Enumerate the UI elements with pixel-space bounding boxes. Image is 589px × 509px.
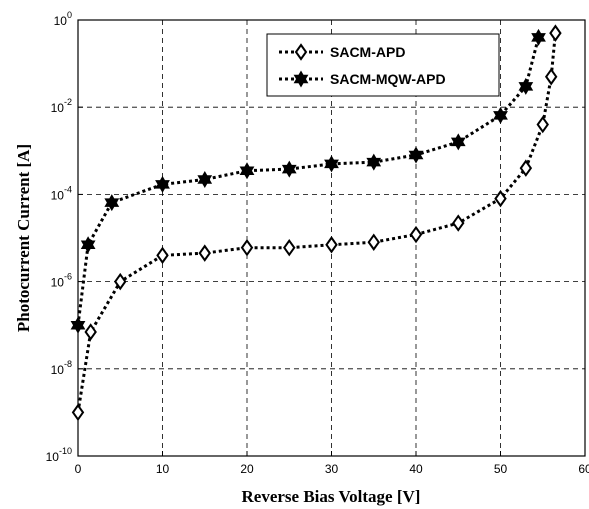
x-tick-label: 50: [494, 462, 508, 476]
data-point-star: [155, 175, 170, 193]
y-tick-label: 10-4: [51, 184, 72, 202]
data-point-star: [493, 106, 508, 124]
data-point-star: [80, 236, 96, 254]
x-tick-label: 60: [578, 462, 589, 476]
x-axis-title: Reverse Bias Voltage [V]: [242, 487, 421, 506]
data-point-diamond: [494, 189, 507, 208]
data-point-star: [408, 146, 424, 164]
legend-box: [266, 33, 500, 97]
data-point-star: [531, 28, 546, 46]
series-sacm-mqw-apd: [70, 28, 546, 334]
data-point-star: [324, 155, 339, 173]
data-point-diamond: [519, 159, 533, 177]
data-point-diamond: [325, 236, 338, 254]
series-layer: [70, 24, 562, 422]
data-point-diamond: [240, 238, 254, 257]
series-line: [76, 32, 557, 413]
data-point-diamond: [156, 246, 169, 265]
data-point-diamond: [198, 244, 211, 262]
y-tick-label: 10-10: [46, 446, 72, 464]
data-point-diamond: [536, 115, 549, 134]
data-point-star: [293, 70, 309, 88]
data-point-star: [70, 316, 86, 334]
y-tick-label: 10-2: [51, 97, 72, 115]
y-tick-label: 100: [54, 10, 72, 28]
data-point-diamond: [114, 272, 127, 291]
series-line: [76, 37, 540, 326]
data-point-diamond: [544, 68, 558, 86]
series-sacm-apd: [71, 24, 562, 422]
data-point-diamond: [367, 233, 380, 251]
data-point-star: [518, 77, 534, 95]
x-tick-label: 30: [325, 462, 339, 476]
data-point-diamond: [452, 214, 465, 232]
y-axis-title: Photocurrent Current [A]: [14, 144, 33, 332]
grid: [78, 20, 585, 456]
y-tick-label: 10-8: [51, 359, 72, 377]
data-point-diamond: [84, 323, 97, 341]
x-tick-label: 10: [156, 462, 170, 476]
data-point-diamond: [71, 403, 85, 422]
x-axis-ticks: 0 10 20 30 40 50 60: [75, 451, 589, 476]
data-point-star: [104, 194, 120, 212]
data-point-star: [450, 133, 466, 151]
x-tick-label: 40: [409, 462, 423, 476]
data-point-star: [197, 170, 213, 189]
y-axis-ticks: 100 10-2 10-4 10-6 10-8 10-10: [46, 10, 83, 464]
data-point-diamond: [294, 43, 308, 61]
legend-label: SACM-MQW-APD: [330, 71, 446, 87]
data-point-diamond: [409, 225, 423, 244]
data-point-star: [239, 162, 255, 180]
data-point-diamond: [283, 238, 296, 257]
x-tick-label: 0: [75, 462, 82, 476]
legend-label: SACM-APD: [330, 44, 405, 60]
x-tick-label: 20: [240, 462, 254, 476]
data-point-star: [366, 153, 382, 171]
legend: SACM-APD SACM-MQW-APD: [266, 33, 500, 97]
y-tick-label: 10-6: [51, 272, 72, 290]
data-point-diamond: [549, 24, 562, 42]
data-point-star: [281, 160, 297, 178]
